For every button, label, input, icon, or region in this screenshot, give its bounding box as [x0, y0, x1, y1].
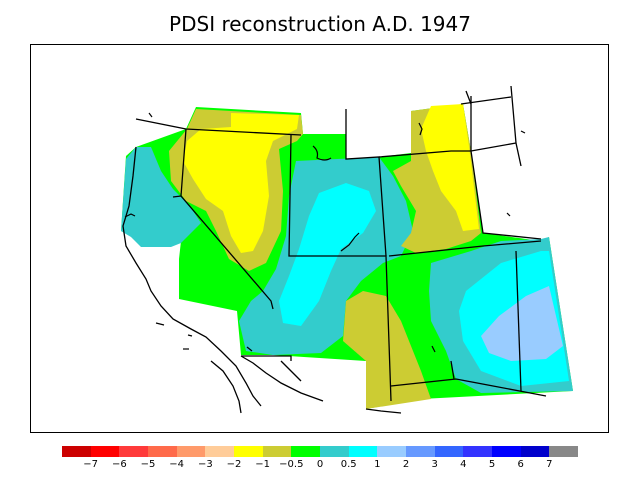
- color-legend: −7 −6 −5 −4 −3 −2 −1 −0.5 0 0.5 1 2 3 4 5 6 7: [62, 446, 579, 474]
- legend-swatch: [62, 446, 92, 457]
- legend-swatch: [348, 446, 378, 457]
- legend-tick-label: 1: [374, 459, 381, 470]
- legend-swatch: [205, 446, 235, 457]
- legend-tick-label: 4: [460, 459, 467, 470]
- coastline: [122, 146, 402, 414]
- zone-lightblue-se: [481, 286, 563, 361]
- legend-swatch: [90, 446, 120, 457]
- legend-tick-label: 5: [488, 459, 496, 470]
- legend-tick-label: 3: [431, 459, 438, 470]
- legend-tick-label: −1: [255, 459, 271, 470]
- legend-swatch: [234, 446, 264, 457]
- legend-tick-label: 7: [546, 459, 553, 470]
- zone-yellow-nw: [183, 113, 299, 253]
- map-title: PDSI reconstruction A.D. 1947: [169, 12, 471, 36]
- zone-olive-south: [343, 291, 431, 409]
- legend-tick-label: −6: [111, 459, 127, 470]
- legend-swatch: [262, 446, 292, 457]
- legend-tick-label: −3: [197, 459, 213, 470]
- legend-swatch: [492, 446, 522, 457]
- legend-swatch: [549, 446, 579, 457]
- map-frame: [30, 44, 609, 433]
- legend-tick-label: 0: [316, 459, 324, 470]
- legend-tick-label: −7: [83, 459, 99, 470]
- legend-swatch: [434, 446, 464, 457]
- zone-yellow-east: [421, 104, 479, 231]
- legend-tick-label: −0.5: [279, 459, 304, 470]
- legend-swatch: [320, 446, 350, 457]
- legend-swatch: [291, 446, 321, 457]
- legend-tick-label: 2: [402, 459, 410, 470]
- legend-swatch: [520, 446, 550, 457]
- zone-teal-coast: [121, 147, 201, 247]
- legend-tick-label: 6: [517, 459, 524, 470]
- legend-tick-label: −5: [140, 459, 156, 470]
- legend-swatch: [377, 446, 407, 457]
- legend-swatch: [148, 446, 178, 457]
- legend-tick-label: −4: [169, 459, 185, 470]
- legend-swatch: [119, 446, 149, 457]
- legend-swatch: [406, 446, 436, 457]
- zone-cyan-central: [279, 183, 376, 326]
- state-boundaries: [135, 85, 547, 402]
- legend-swatch: [176, 446, 206, 457]
- pdsi-map: [121, 85, 573, 414]
- legend-swatch: [463, 446, 493, 457]
- lakes-islands: [124, 112, 526, 353]
- legend-tick-label: 0.5: [340, 459, 357, 470]
- legend-tick-label: −2: [226, 459, 242, 470]
